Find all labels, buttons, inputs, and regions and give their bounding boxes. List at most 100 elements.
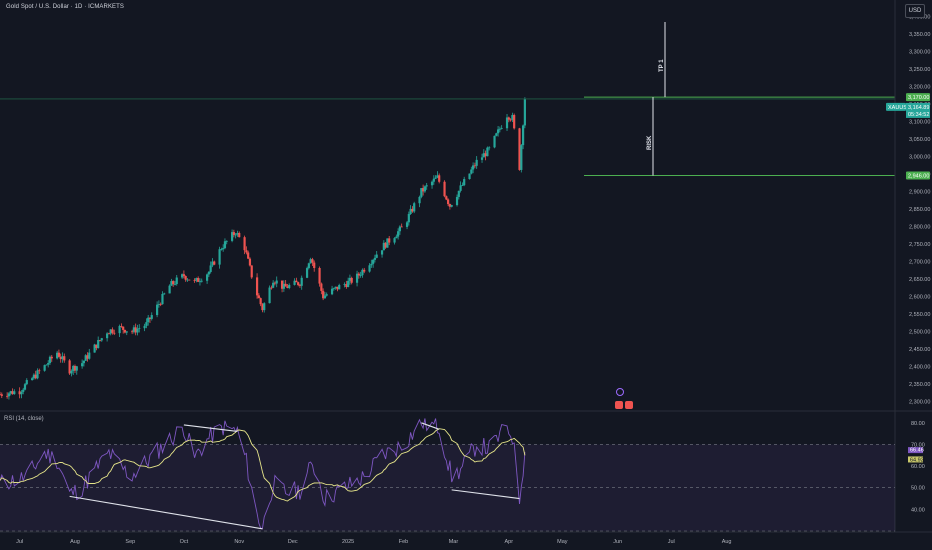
candle-body <box>518 128 521 170</box>
candle-body <box>43 365 46 371</box>
candle-body <box>388 238 391 243</box>
candle-body <box>68 360 71 374</box>
candle-body <box>25 380 28 385</box>
candle-body <box>72 365 75 371</box>
candle-body <box>106 333 109 339</box>
candle-body <box>334 286 337 289</box>
price-tick-label: 3,050.00 <box>909 137 930 143</box>
candle-body <box>432 178 435 182</box>
candle-body <box>93 344 96 353</box>
candle-body <box>122 326 125 330</box>
rsi-divergence-line[interactable] <box>183 424 238 433</box>
candle-body <box>472 165 475 170</box>
price-tick-label: 2,300.00 <box>909 399 930 405</box>
rsi-indicator-label[interactable]: RSI (14, close) <box>4 416 44 422</box>
time-tick-label: Apr <box>505 539 514 545</box>
candle-body <box>56 352 59 359</box>
rsi-axis[interactable]: 40.00 50.00 60.00 70.00 80.00 <box>911 421 925 514</box>
time-tick-label: Jun <box>613 539 622 545</box>
candle-body <box>422 188 425 192</box>
candle-body <box>145 322 148 326</box>
candle-body <box>434 177 437 179</box>
time-axis[interactable]: Jul Aug Sep Oct Nov Dec 2025 Feb Mar Apr May Jun Jul… <box>16 539 731 545</box>
candle-body <box>268 287 271 304</box>
candle-body <box>459 185 462 191</box>
candle-body <box>255 277 259 296</box>
candle-body <box>521 125 525 146</box>
tp-label: TP 1 <box>659 59 665 72</box>
candle-body <box>48 356 52 363</box>
candle-body <box>332 288 335 289</box>
candle-body <box>186 279 189 281</box>
tp-price-badge-text: 3,170.00 <box>908 95 929 101</box>
candle-body <box>175 277 178 285</box>
candle-body <box>448 204 451 207</box>
candle-body <box>198 281 202 283</box>
candle-body <box>34 374 37 379</box>
time-tick-label: Oct <box>180 539 189 545</box>
candle-body <box>230 232 234 241</box>
candle-body <box>13 391 16 395</box>
candle-body <box>50 356 53 359</box>
candle-body <box>347 280 350 287</box>
rsi-divergence-line[interactable] <box>69 495 263 530</box>
candle-body <box>170 281 173 286</box>
rsi-value-badge <box>908 447 923 454</box>
candle-body <box>420 188 423 197</box>
economic-event-icon[interactable] <box>625 401 633 409</box>
candle-body <box>511 115 514 120</box>
price-tick-label: 2,900.00 <box>909 190 930 196</box>
candle-body <box>111 329 114 333</box>
candle-body <box>75 366 78 371</box>
candle-body <box>109 329 112 334</box>
candle-body <box>405 222 409 227</box>
event-flash-icon[interactable] <box>616 388 624 396</box>
event-markers[interactable] <box>615 388 633 410</box>
candle-body <box>113 332 116 334</box>
rsi-divergence-line[interactable] <box>451 489 520 500</box>
candle-body <box>507 117 510 120</box>
candle-body <box>300 277 303 286</box>
price-axis[interactable]: 2,300.00 2,350.00 2,400.00 2,450.00 2,500.00… <box>909 15 930 406</box>
time-tick-label: Nov <box>234 539 244 545</box>
candle-body <box>81 363 84 367</box>
rsi-ma-text: 64.92 <box>910 457 924 463</box>
candle-body <box>359 275 362 276</box>
candle-body <box>195 278 198 281</box>
candle-body <box>134 327 137 333</box>
economic-event-icon[interactable] <box>615 401 623 409</box>
candle-body <box>125 331 128 333</box>
time-tick-label: Jul <box>668 539 675 545</box>
candle-body <box>482 153 485 158</box>
candle-body <box>147 317 150 323</box>
rsi-ma-badge <box>908 456 923 463</box>
rsi-tick-label: 60.00 <box>911 464 925 470</box>
rsi-pane <box>0 0 932 533</box>
candle-body <box>323 295 327 299</box>
candle-body <box>309 259 312 264</box>
currency-button[interactable]: USD <box>905 4 925 18</box>
candle-body <box>325 294 328 296</box>
rsi-divergence-line[interactable] <box>421 422 440 430</box>
candle-body <box>156 304 159 316</box>
candle-body <box>457 190 460 197</box>
price-tick-label: 2,550.00 <box>909 312 930 318</box>
trade-setup-drawing[interactable]: TP 1 RISK <box>0 22 895 176</box>
candle-body <box>293 280 296 285</box>
candle-body <box>263 303 266 311</box>
candle-body <box>95 344 98 349</box>
candle-body <box>136 328 139 333</box>
candle-body <box>513 115 516 129</box>
price-tick-label: 2,750.00 <box>909 242 930 248</box>
candle-body <box>18 391 21 395</box>
time-tick-label: Aug <box>70 539 80 545</box>
candle-body <box>182 274 185 277</box>
price-tick-label: 3,250.00 <box>909 67 930 73</box>
candle-body <box>200 280 203 282</box>
candle-body <box>97 340 100 349</box>
candle-body <box>284 283 287 287</box>
candle-body <box>123 329 127 333</box>
symbol-title[interactable]: Gold Spot / U.S. Dollar · 1D · ICMARKETS <box>6 4 125 10</box>
